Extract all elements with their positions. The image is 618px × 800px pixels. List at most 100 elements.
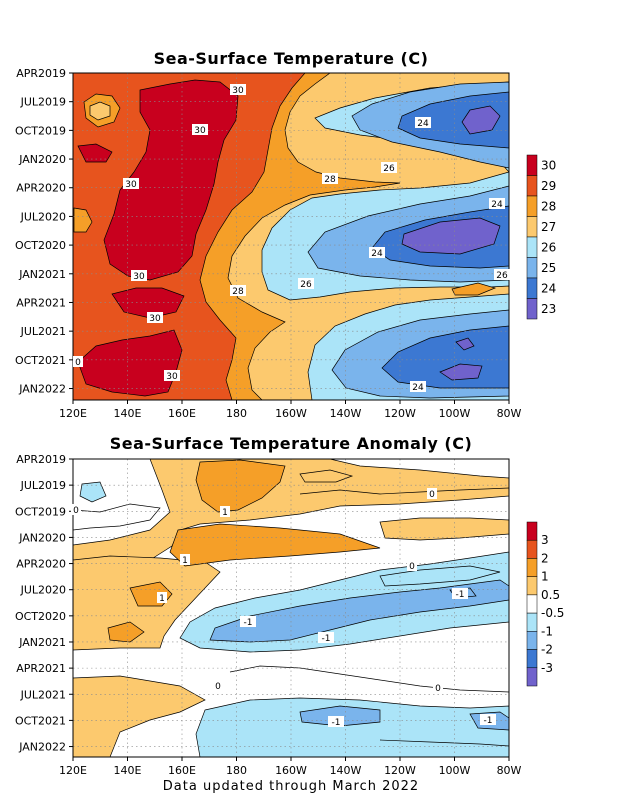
y-tick-label: JAN2020 (18, 531, 66, 544)
contour-label: -1 (484, 716, 493, 726)
y-tick-label: JAN2022 (18, 383, 66, 396)
y-tick-label: JUL2019 (20, 96, 66, 109)
colorbar-swatch (526, 195, 538, 217)
contour-label-bg (131, 270, 147, 281)
colorbar-swatch (526, 216, 538, 238)
y-tick-label: OCT2021 (15, 714, 66, 727)
colorbar-label: 3 (541, 533, 549, 547)
contour-label-bg (407, 560, 417, 571)
ssta-contour-zero-a (73, 503, 161, 531)
y-tick-label: OCT2020 (15, 610, 66, 623)
colorbar-label: -3 (541, 661, 553, 675)
colorbar-swatch (526, 154, 538, 176)
sst-band-24-25-a (397, 91, 509, 149)
ssta-contour-zero-d (379, 739, 509, 747)
footer-note: Data updated through March 2022 (163, 779, 419, 794)
contour-label: 24 (417, 119, 429, 129)
contour-label-bg (489, 198, 505, 209)
colorbar-swatch (526, 649, 538, 669)
x-tick-label: 160E (168, 764, 196, 777)
y-tick-label: OCT2020 (15, 239, 66, 252)
contour-label-bg (164, 370, 180, 381)
ssta-band-pos-d (379, 517, 509, 541)
contour-label: 1 (182, 556, 188, 566)
ssta-x-axis: 120E 140E 160E 180 160W 140W 120W 100W 80W (59, 757, 522, 777)
x-tick-label: 160W (275, 764, 307, 777)
ssta-band-neg-d (379, 565, 501, 587)
x-tick-label: 100W (439, 407, 471, 420)
y-tick-label: JUL2019 (20, 479, 66, 492)
contour-label: 28 (232, 287, 244, 297)
contour-label: 30 (125, 180, 137, 190)
colorbar-swatch (526, 521, 538, 541)
contour-label: 30 (232, 86, 244, 96)
colorbar-label: -0.5 (541, 606, 564, 620)
contour-label: -1 (244, 618, 253, 628)
x-tick-label: 180 (226, 407, 247, 420)
contour-label-bg (381, 162, 397, 173)
colorbar-swatch (526, 576, 538, 596)
sst-band-30d (77, 143, 113, 163)
contour-label-bg (230, 285, 246, 296)
contour-label: 0 (215, 682, 221, 692)
contour-label-bg (230, 84, 246, 95)
sst-contour-labels: 30 30 30 30 30 30 28 28 26 26 24 24 24 24 26 0 (73, 84, 510, 393)
contour-label: 30 (194, 126, 206, 136)
contour-label: 26 (383, 164, 395, 174)
contour-label: 26 (300, 280, 312, 290)
colorbar-swatch (526, 175, 538, 197)
contour-label: 30 (166, 372, 178, 382)
ssta-gridlines (73, 459, 509, 757)
contour-label-bg (157, 592, 167, 603)
x-tick-label: 80W (497, 407, 522, 420)
x-tick-label: 120W (384, 407, 416, 420)
colorbar-label: 28 (541, 199, 556, 213)
x-tick-label: 180 (226, 764, 247, 777)
y-tick-label: JAN2020 (18, 153, 66, 166)
colorbar-swatch (526, 612, 538, 632)
contour-label-bg (322, 173, 338, 184)
contour-label-bg (220, 506, 230, 517)
ssta-colorbar: 3 2 1 0.5 -0.5 -1 -2 -3 (526, 521, 564, 687)
colorbar-swatch (526, 594, 538, 614)
y-tick-label: APR2019 (16, 453, 66, 466)
contour-label-bg (494, 269, 510, 280)
contour-label: 0 (409, 562, 415, 572)
sst-colorbar: 30 29 28 27 26 25 24 23 (526, 154, 556, 320)
sst-island-c (73, 207, 93, 233)
ssta-band-1-2-d (107, 621, 145, 643)
contour-label: 30 (133, 272, 145, 282)
colorbar-swatch (526, 558, 538, 577)
x-tick-label: 140W (330, 764, 362, 777)
contour-label: 26 (496, 271, 508, 281)
sst-band-23-24-a (461, 105, 501, 135)
contour-label: 24 (491, 200, 503, 210)
y-tick-label: JAN2021 (18, 636, 66, 649)
colorbar-label: 0.5 (541, 588, 560, 602)
contour-label: 0 (73, 506, 79, 516)
y-tick-label: OCT2019 (15, 124, 66, 137)
x-tick-label: 140E (114, 764, 142, 777)
contour-label: 0 (429, 490, 435, 500)
ssta-band-pos-c (73, 675, 206, 757)
colorbar-label: 24 (541, 281, 556, 295)
x-tick-label: 160W (275, 407, 307, 420)
y-tick-label: JUL2021 (20, 688, 66, 701)
x-tick-label: 80W (497, 764, 522, 777)
contour-label-bg (328, 716, 344, 727)
colorbar-label: 1 (541, 570, 549, 584)
sst-band-23-24-d (455, 337, 475, 351)
colorbar-swatch (526, 667, 538, 687)
sst-panel: Sea-Surface Temperature (C) (15, 49, 556, 420)
colorbar-label: 30 (541, 158, 556, 172)
ssta-band-neg1-2-a (209, 579, 509, 643)
contour-label-bg (410, 381, 426, 392)
colorbar-label: 26 (541, 240, 556, 254)
ssta-contour-zero-c (229, 665, 509, 693)
y-tick-label: JAN2022 (18, 741, 66, 754)
colorbar-label: 25 (541, 261, 556, 275)
sst-title: Sea-Surface Temperature (C) (154, 49, 429, 68)
colorbar-label: -2 (541, 643, 553, 657)
sst-band-30b (111, 287, 185, 319)
